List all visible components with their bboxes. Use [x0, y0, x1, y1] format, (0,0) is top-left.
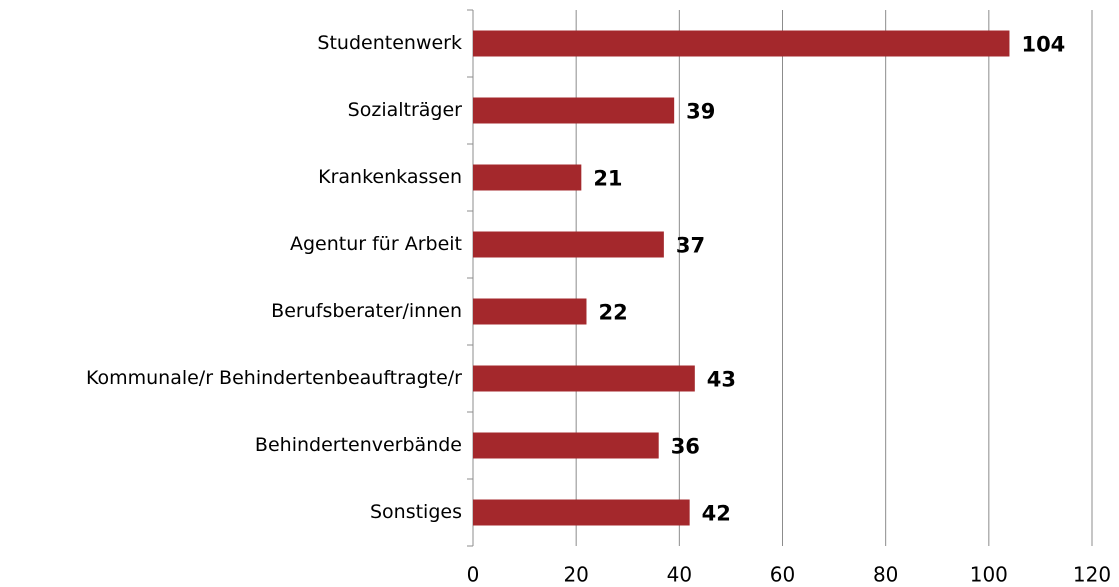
bar [473, 231, 664, 258]
x-tick-label: 40 [667, 563, 692, 587]
x-tick-label: 20 [563, 563, 588, 587]
bar [473, 365, 695, 392]
y-tick-label: Agentur für Arbeit [290, 233, 462, 255]
bar [473, 97, 675, 124]
bar [473, 432, 659, 459]
data-label: 37 [676, 234, 705, 258]
data-label: 36 [671, 435, 700, 459]
data-label: 21 [593, 167, 622, 191]
y-tick-label: Kommunale/r Behindertenbeauftragte/r [86, 367, 462, 389]
y-tick-label: Studentenwerk [317, 32, 462, 54]
y-tick-label: Berufsberater/innen [271, 300, 462, 322]
data-label: 104 [1021, 33, 1065, 57]
x-tick-label: 100 [970, 563, 1008, 587]
bar [473, 499, 690, 526]
data-label: 39 [686, 100, 715, 124]
y-tick-label: Krankenkassen [318, 166, 462, 188]
bar [473, 298, 587, 325]
data-label: 43 [707, 368, 736, 392]
bar [473, 30, 1010, 57]
y-tick-label: Behindertenverbände [255, 434, 462, 456]
x-tick-label: 80 [873, 563, 898, 587]
x-tick-label: 120 [1073, 563, 1111, 587]
data-label: 22 [598, 301, 627, 325]
y-tick-label: Sozialträger [348, 99, 463, 121]
bar [473, 164, 582, 191]
y-tick-label: Sonstiges [370, 501, 462, 523]
x-tick-label: 60 [770, 563, 795, 587]
x-tick-label: 0 [467, 563, 480, 587]
data-label: 42 [702, 502, 731, 526]
